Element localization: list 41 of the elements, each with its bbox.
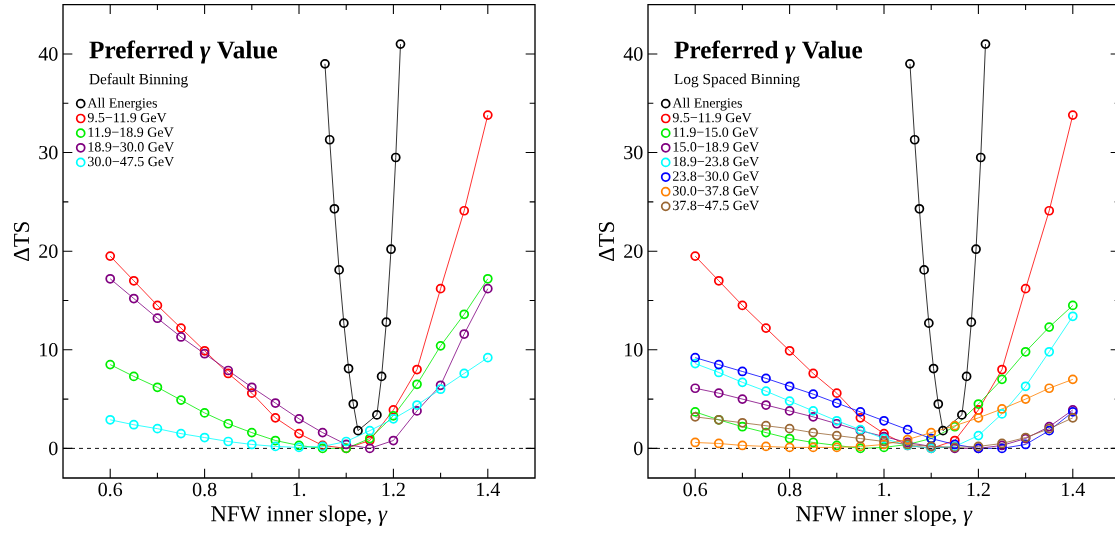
text: Preferred γ Value [674, 40, 863, 64]
y-tick-label: 0 [634, 441, 643, 456]
x-tick-label: 0.8 [777, 482, 802, 497]
legend-label: 18.9−23.8 GeV [673, 156, 760, 167]
legend-label: All Energies [87, 97, 157, 111]
x-tick-label: 0.6 [98, 482, 123, 497]
x-tick-label: 1. [293, 482, 306, 497]
x-tick-label: 1.4 [477, 482, 500, 497]
text: Default Binning [89, 73, 188, 88]
y-tick-label: 40 [38, 47, 58, 61]
legend-label: 18.9−30.0 GeV [88, 142, 175, 152]
legend-label: 15.0−18.9 GeV [673, 142, 760, 152]
text: Log Spaced Binning [674, 73, 800, 88]
x-tick-label: 1.2 [382, 482, 405, 497]
y-tick-label: 20 [624, 244, 643, 258]
legend-label: 9.5−11.9 GeV [672, 112, 752, 123]
y-tick-label: 0 [49, 441, 58, 456]
x-tick-label: 0.6 [683, 482, 708, 497]
x-tick-label: 1. [878, 482, 891, 497]
legend-label: 37.8−47.5 GeV [673, 200, 760, 211]
text: Preferred γ Value [89, 40, 278, 64]
y-tick-label: 20 [39, 244, 58, 258]
x-axis-title: NFW inner slope, γ [796, 505, 973, 526]
y-tick-label: 30 [624, 145, 643, 160]
y-tick-label: 10 [40, 343, 58, 357]
y-axis-title: ΔTS [598, 222, 615, 261]
legend-label: All Energies [672, 97, 742, 111]
x-tick-label: 0.8 [192, 482, 217, 497]
y-tick-label: 10 [625, 343, 643, 357]
y-tick-label: 30 [39, 145, 58, 160]
x-tick-label: 1.2 [967, 482, 990, 497]
legend-label: 11.9−15.0 GeV [673, 127, 759, 137]
legend-label: 30.0−47.5 GeV [88, 156, 175, 167]
legend-label: 23.8−30.0 GeV [672, 171, 760, 181]
legend-label: 9.5−11.9 GeV [87, 112, 167, 123]
legend-label: 11.9−18.9 GeV [88, 127, 174, 137]
y-axis-title: ΔTS [13, 222, 30, 261]
y-tick-label: 40 [623, 47, 643, 61]
x-axis-title: NFW inner slope, γ [211, 505, 388, 526]
legend-label: 30.0−37.8 GeV [673, 186, 760, 196]
x-tick-label: 1.4 [1062, 482, 1085, 497]
